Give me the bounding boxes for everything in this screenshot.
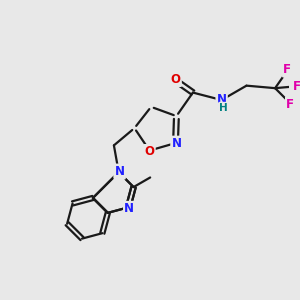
Text: O: O — [145, 145, 154, 158]
Text: F: F — [286, 98, 294, 110]
Text: H: H — [219, 103, 228, 113]
Text: N: N — [172, 137, 182, 151]
Text: N: N — [115, 165, 125, 178]
Text: F: F — [293, 80, 300, 93]
Text: N: N — [217, 93, 226, 106]
Text: N: N — [124, 202, 134, 215]
Text: O: O — [171, 73, 181, 86]
Text: N: N — [124, 202, 134, 215]
Text: O: O — [171, 73, 181, 86]
Text: F: F — [286, 98, 294, 110]
Text: N: N — [172, 136, 182, 150]
Text: O: O — [145, 145, 154, 158]
Text: H: H — [219, 103, 228, 113]
Text: F: F — [293, 80, 300, 93]
Text: N: N — [115, 165, 125, 178]
Text: N: N — [217, 93, 226, 106]
Text: F: F — [283, 64, 291, 76]
Text: F: F — [283, 64, 291, 76]
Text: N: N — [115, 166, 125, 179]
